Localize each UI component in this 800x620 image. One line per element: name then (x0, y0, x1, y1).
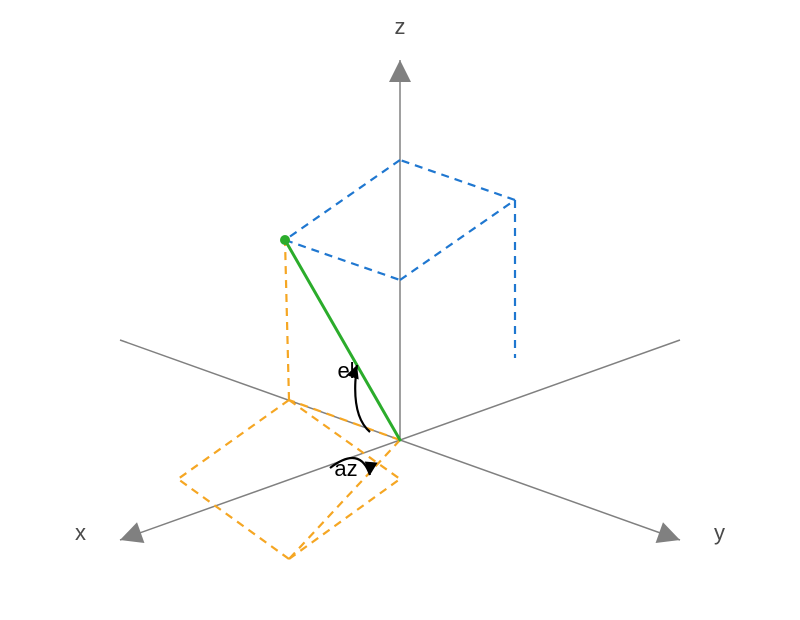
y-axis-label: y (714, 520, 725, 545)
blue-guide (285, 160, 400, 240)
z-axis-label: z (395, 14, 406, 39)
blue-guide (400, 200, 515, 280)
az-label: az (334, 456, 357, 481)
orange-guide (178, 400, 289, 479)
x-axis-label: x (75, 520, 86, 545)
vector-endpoint (280, 235, 290, 245)
orange-guide (178, 479, 289, 559)
blue-guide (400, 160, 515, 200)
el-label: el (337, 358, 354, 383)
coordinate-diagram: x y z el az (0, 0, 800, 620)
orange-guide (289, 400, 400, 440)
blue-guide (285, 240, 400, 280)
orange-guide (285, 240, 289, 400)
orange-guide (289, 479, 400, 559)
axes-layer (120, 60, 680, 543)
vector-layer (280, 235, 400, 440)
orange-guides (178, 240, 400, 559)
